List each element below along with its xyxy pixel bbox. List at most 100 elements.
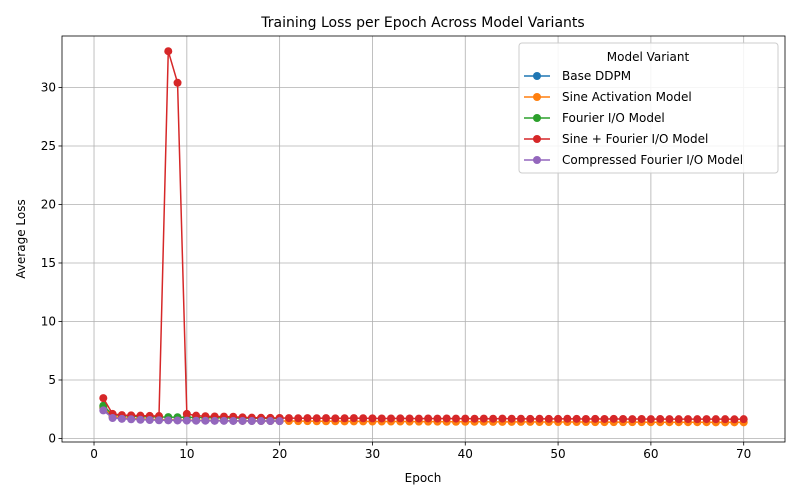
data-point [451,414,460,423]
data-point [581,414,590,423]
data-point [693,415,702,424]
data-point [498,414,507,423]
x-tick-label: 40 [458,447,473,461]
data-point [164,416,173,425]
data-point [145,416,154,424]
data-point [201,416,210,425]
data-point [739,415,748,424]
series-4 [99,47,748,424]
data-point [136,415,145,424]
y-tick-label: 15 [41,256,56,270]
data-point [628,415,637,424]
data-point [349,414,358,423]
data-point [414,414,423,423]
data-point [470,414,479,423]
data-point [294,414,303,423]
data-point [507,414,516,423]
x-tick-label: 50 [550,447,565,461]
legend-entry-label: Sine Activation Model [562,90,692,104]
data-point [433,414,442,423]
y-tick-label: 30 [41,80,56,94]
data-point [229,416,238,425]
data-point [247,417,256,426]
data-point [563,414,572,423]
y-tick-label: 20 [41,197,56,211]
data-point [99,406,108,415]
data-point [182,416,191,425]
data-point [619,414,628,423]
data-point [526,414,535,423]
data-point [210,416,219,425]
legend-swatch-marker [533,156,541,164]
legend-entry-label: Compressed Fourier I/O Model [562,153,743,167]
data-point [656,414,665,423]
data-point [322,414,331,423]
data-point [396,414,405,423]
series-5 [99,406,284,426]
data-point [182,409,191,418]
x-tick-label: 20 [272,447,287,461]
data-point [275,417,284,426]
legend-swatch-marker [533,114,541,122]
data-point [516,414,525,423]
data-point [674,415,683,424]
legend: Model Variant Base DDPM Sine Activation M… [518,42,779,174]
data-point [479,414,488,423]
x-tick-label: 70 [736,447,751,461]
legend-title: Model Variant [607,50,690,64]
legend-items: Base DDPM Sine Activation Model Fourier I/… [524,69,743,167]
data-point [154,416,163,425]
data-point [173,78,182,87]
data-point [721,415,730,424]
data-point [600,414,609,423]
data-point [173,416,182,425]
data-point [368,414,377,423]
data-point [192,416,201,425]
legend-swatch-marker [533,135,541,143]
plot-frame [61,35,786,443]
y-tick-label: 0 [48,431,56,445]
data-point [340,414,349,423]
data-point [554,414,563,423]
y-axis-label: Average Loss [14,199,28,278]
y-tick-label: 25 [41,139,56,153]
legend-entry-label: Sine + Fourier I/O Model [562,132,708,146]
data-point [387,414,396,423]
legend-swatch-marker [533,72,541,80]
data-point [544,414,553,423]
x-tick-label: 0 [90,447,98,461]
data-point [377,414,386,423]
data-point [164,47,173,56]
legend-entry-label: Fourier I/O Model [562,111,665,125]
x-tick-label: 60 [643,447,658,461]
series-line [102,50,744,421]
data-point [127,415,136,424]
y-tick-label: 10 [41,314,56,328]
data-point [405,414,414,423]
data-point [108,414,117,423]
data-point [266,417,275,426]
legend-box [518,42,779,174]
legend-swatch-marker [533,93,541,101]
data-point [117,414,126,423]
series-layer [99,47,748,427]
data-point [99,394,108,403]
data-point [219,416,228,425]
data-point [535,414,544,423]
x-axis-label: Epoch [405,471,442,485]
y-axis-ticks: 0 5 10 15 20 25 30 [41,80,62,445]
data-point [591,414,600,423]
data-point [730,415,739,424]
data-point [489,414,498,423]
data-point [442,414,451,423]
data-point [424,414,433,423]
data-point [312,414,321,423]
data-point [711,415,720,424]
data-point [284,414,293,423]
data-point [646,415,655,424]
data-point [359,414,368,423]
x-axis-ticks: 0 10 20 30 40 50 60 70 [90,442,751,461]
y-tick-label: 5 [48,373,56,387]
data-point [609,414,618,423]
